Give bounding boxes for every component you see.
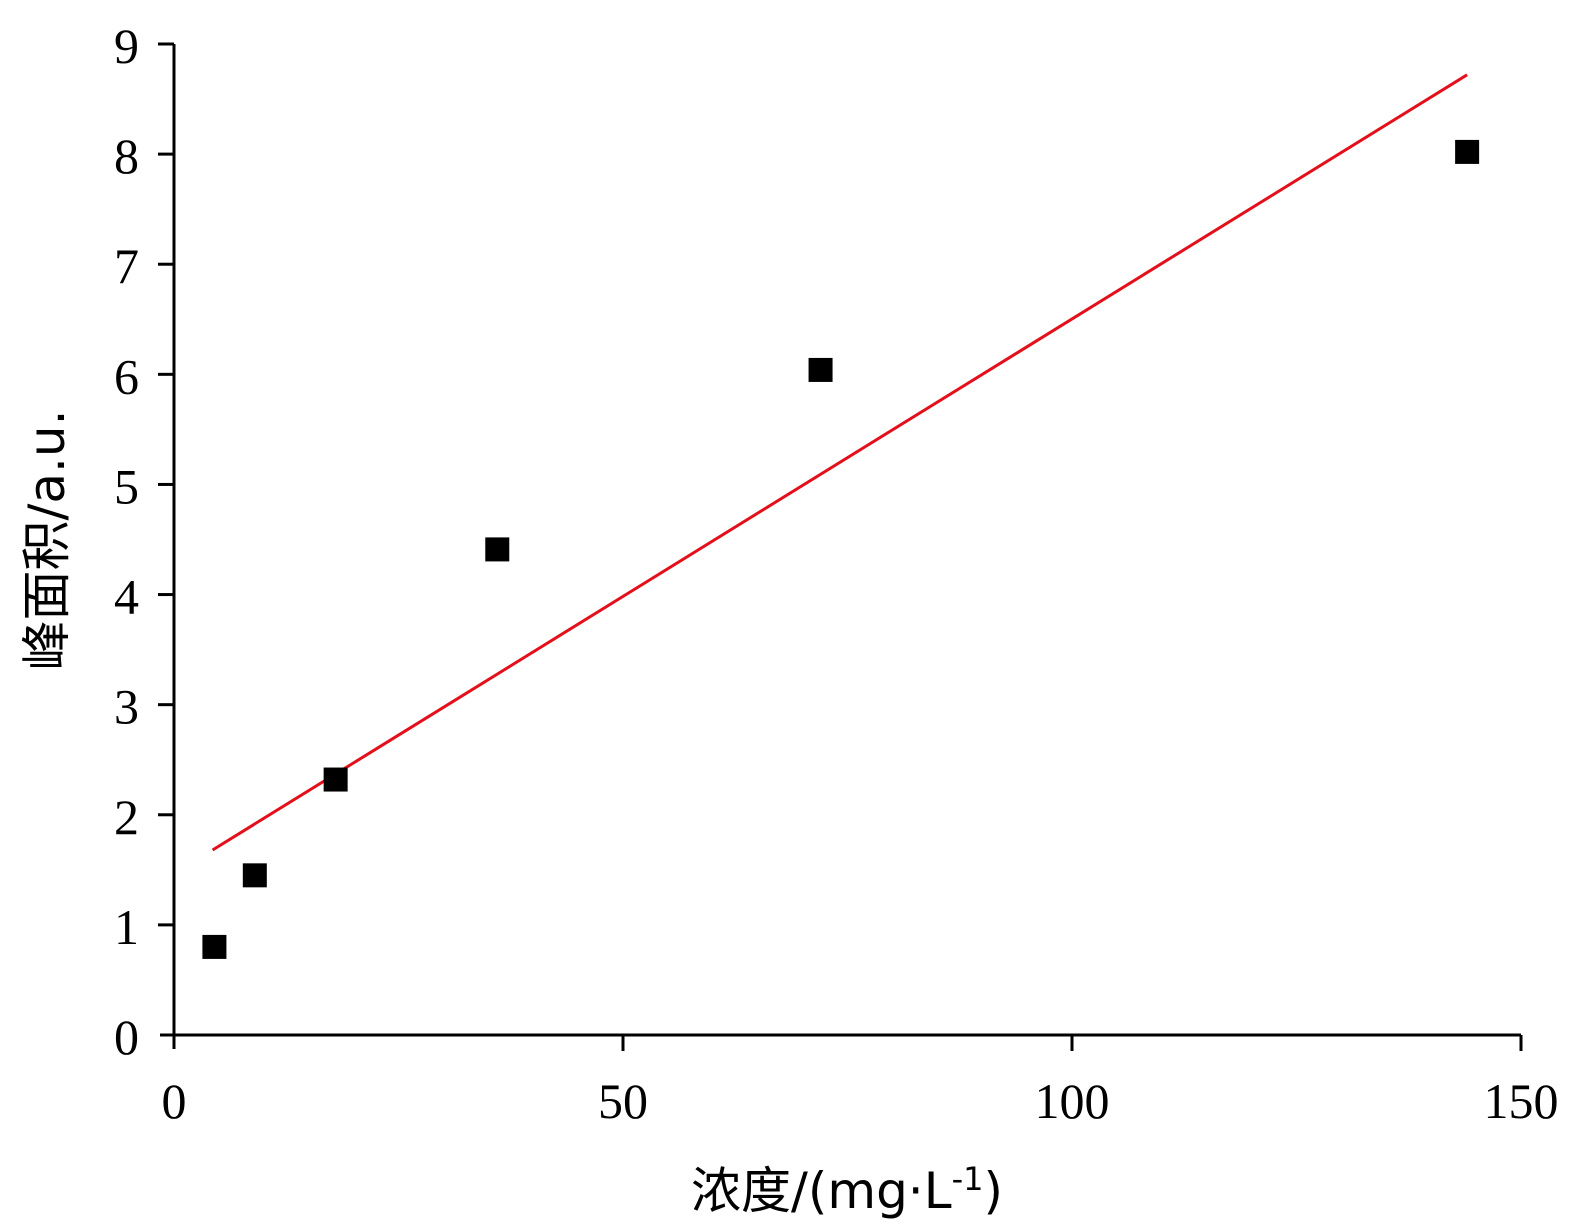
data-point — [485, 537, 510, 562]
x-tick-label: 0 — [162, 1073, 187, 1129]
fit-line — [211, 73, 1468, 852]
y-tick-label: 2 — [114, 789, 139, 845]
y-tick-label: 7 — [114, 238, 139, 294]
x-axis-title-main: 浓度/(mg·L — [691, 1162, 952, 1220]
plot-marks — [202, 73, 1480, 959]
y-tick-label: 4 — [114, 569, 139, 625]
data-point — [202, 934, 227, 959]
y-tick-label: 1 — [114, 899, 139, 955]
data-point — [323, 767, 348, 792]
y-tick-label: 9 — [114, 18, 139, 74]
x-tick-label: 50 — [598, 1073, 648, 1129]
y-axis-title: 峰面积/a.u. — [18, 410, 76, 671]
axes: 0 1 2 3 4 5 6 7 8 9 0 50 100 150 — [114, 18, 1559, 1129]
y-tick-label: 0 — [114, 1009, 139, 1065]
y-tick-label: 8 — [114, 128, 139, 184]
x-tick-label: 150 — [1484, 1073, 1559, 1129]
x-tick-label: 100 — [1035, 1073, 1110, 1129]
data-point — [1455, 139, 1480, 164]
x-axis-title-superscript: -1 — [952, 1160, 984, 1198]
y-tick-label: 6 — [114, 348, 139, 404]
y-tick-label: 5 — [114, 458, 139, 514]
y-tick-label: 3 — [114, 679, 139, 735]
data-point — [808, 357, 833, 382]
x-axis-title: 浓度/(mg·L-1) — [691, 1160, 1003, 1220]
data-point — [242, 863, 267, 888]
x-axis-title-close: ) — [983, 1162, 1003, 1220]
